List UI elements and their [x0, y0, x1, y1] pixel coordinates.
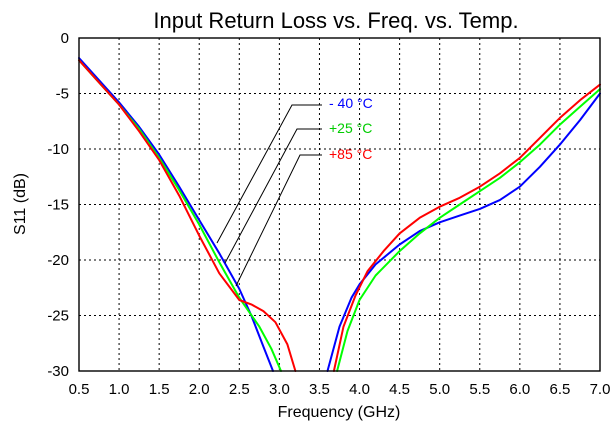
series-line-0-1: [326, 92, 601, 372]
x-tick-label: 2.5: [229, 381, 250, 398]
legend-label-0: - 40 °C: [329, 95, 373, 111]
legend-leader-2: [235, 154, 322, 287]
series-layer: [78, 57, 601, 372]
x-tick-label: 4.0: [349, 381, 370, 398]
x-tick-label: 5.0: [429, 381, 450, 398]
series-line-2-1: [332, 83, 601, 372]
x-tick-label: 0.5: [69, 381, 90, 398]
legend: - 40 °C +25 °C +85 °C: [216, 95, 373, 287]
legend-label-1: +25 °C: [329, 120, 372, 136]
x-tick-label: 2.0: [189, 381, 210, 398]
legend-leader-1: [224, 128, 322, 264]
legend-leader-0: [216, 104, 322, 244]
x-tick-label: 5.5: [469, 381, 490, 398]
chart-title: Input Return Loss vs. Freq. vs. Temp.: [153, 8, 518, 33]
x-tick-label: 6.0: [509, 381, 530, 398]
x-tick-label: 7.0: [590, 381, 611, 398]
grid: [79, 38, 600, 371]
legend-label-2: +85 °C: [329, 146, 372, 162]
y-tick-label: -30: [47, 363, 69, 380]
plot-frame: [78, 37, 601, 372]
x-tick-label: 1.0: [109, 381, 130, 398]
y-tick-label: -20: [47, 252, 69, 269]
y-tick-label: -10: [47, 141, 69, 158]
y-tick-label: -25: [47, 308, 69, 325]
series-line-1-1: [336, 88, 601, 372]
x-tick-label: 6.5: [549, 381, 570, 398]
x-tick-label: 3.5: [309, 381, 330, 398]
x-axis-label: Frequency (GHz): [278, 404, 401, 421]
x-tick-label: 4.5: [389, 381, 410, 398]
y-tick-label: -5: [56, 86, 69, 103]
y-tick-label: 0: [61, 30, 69, 47]
y-tick-labels: 0 -5 -10 -15 -20 -25 -30: [47, 30, 69, 380]
series-line-2-0: [78, 59, 297, 372]
y-tick-label: -15: [47, 197, 69, 214]
y-axis-label: S11 (dB): [12, 173, 29, 235]
x-tick-labels: 0.5 1.0 1.5 2.0 2.5 3.0 3.5 4.0 4.5 5.0 5.5 6.0 6.5 7…: [69, 381, 611, 398]
x-tick-label: 1.5: [149, 381, 170, 398]
x-tick-label: 3.0: [269, 381, 290, 398]
series-line-0-0: [78, 57, 274, 372]
